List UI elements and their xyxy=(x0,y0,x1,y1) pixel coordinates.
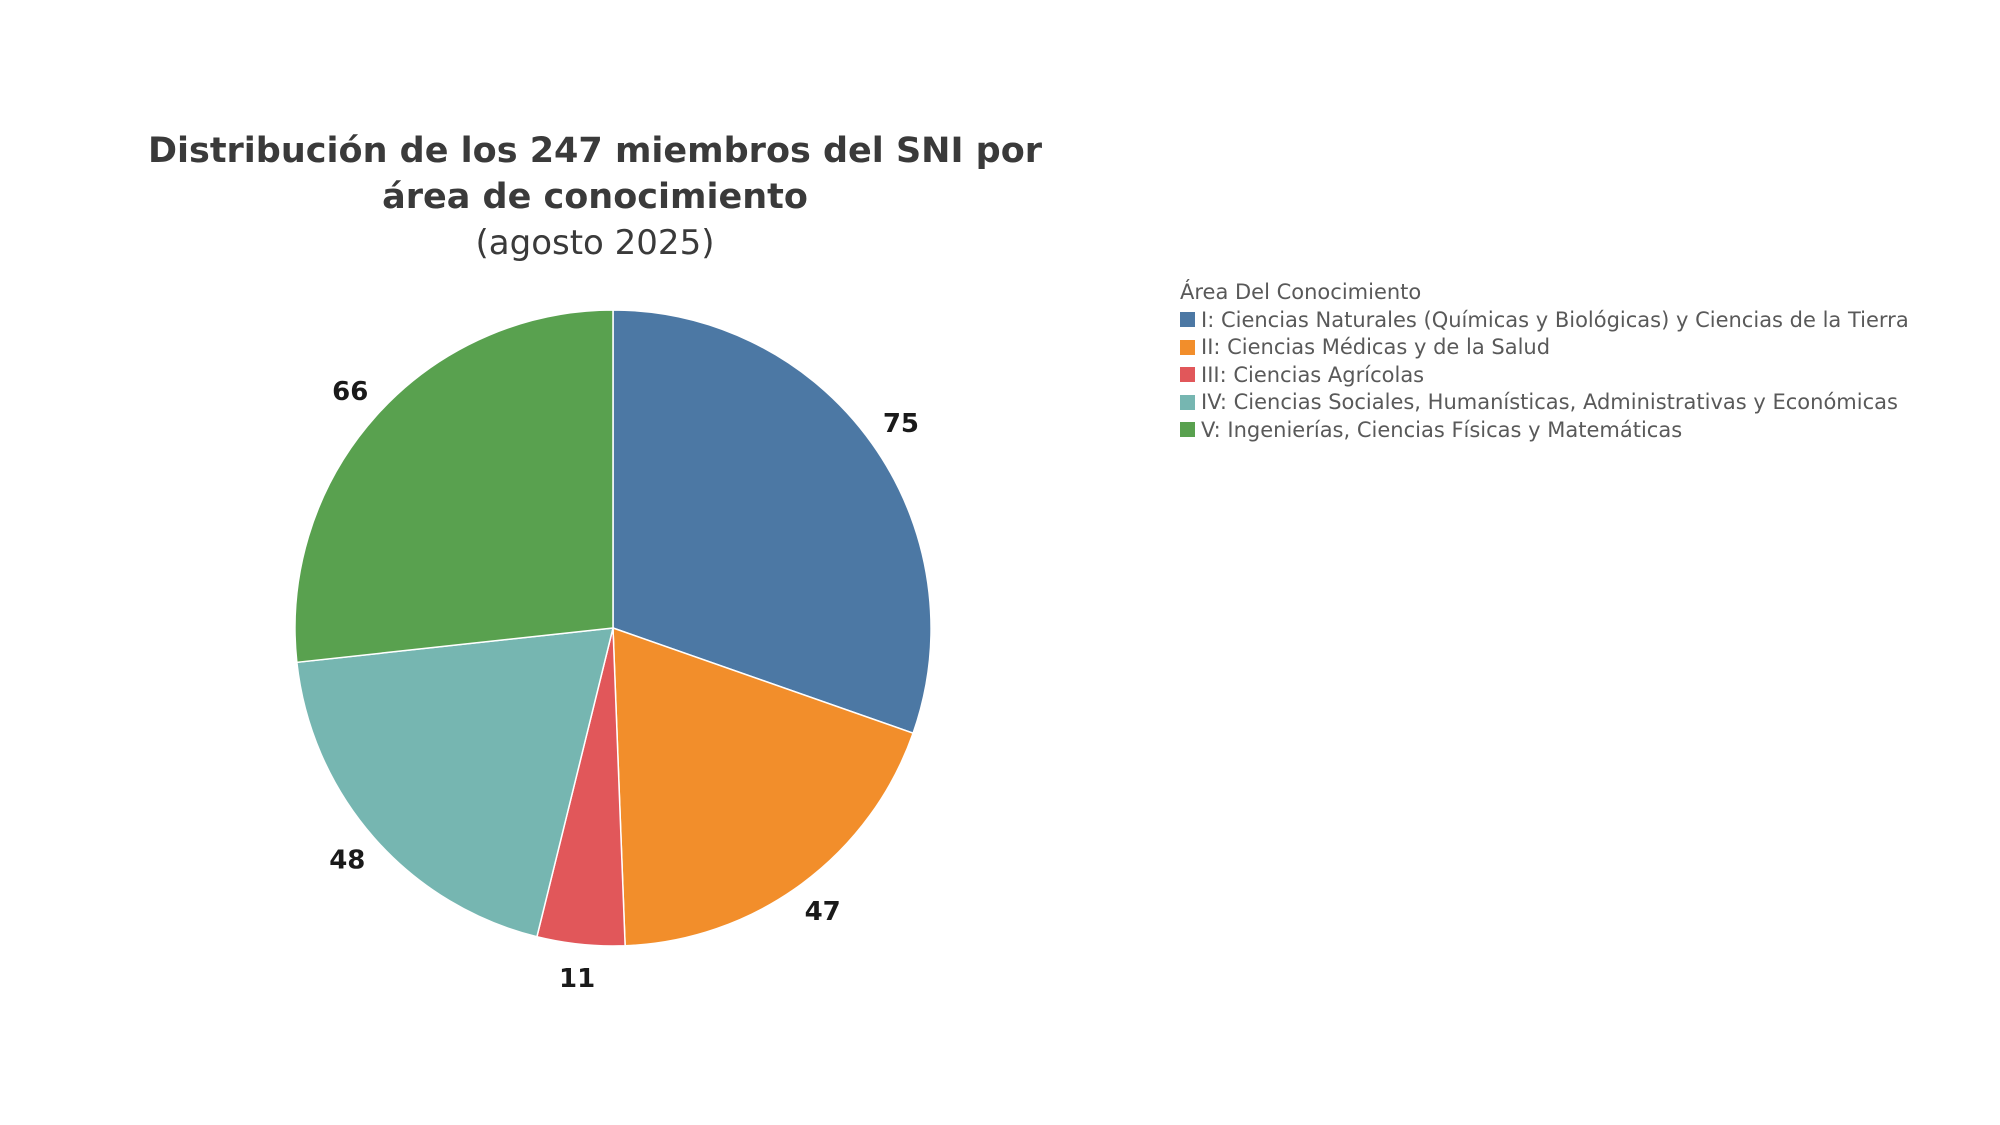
legend-item-5: V: Ingenierías, Ciencias Físicas y Matem… xyxy=(1180,416,1909,444)
chart-title: Distribución de los 247 miembros del SNI… xyxy=(147,131,1043,217)
legend-title: Área Del Conocimiento xyxy=(1180,280,1422,304)
pie-slice-5 xyxy=(294,309,614,664)
legend-label: V: Ingenierías, Ciencias Físicas y Matem… xyxy=(1201,417,1683,442)
pie-slice-4 xyxy=(296,627,614,938)
legend-swatch xyxy=(1180,367,1195,383)
legend-label: II: Ciencias Médicas y de la Salud xyxy=(1201,335,1551,360)
chart-title-block: Distribución de los 247 miembros del SNI… xyxy=(100,128,1090,266)
legend-item-3: III: Ciencias Agrícolas xyxy=(1180,361,1909,389)
pie-slice-1 xyxy=(612,309,932,735)
legend-swatch xyxy=(1180,312,1195,328)
slice-value-label-1: 75 xyxy=(883,409,919,439)
legend-label: I: Ciencias Naturales (Químicas y Biológ… xyxy=(1201,307,1909,332)
pie-slice-2 xyxy=(612,626,915,947)
chart-subtitle: (agosto 2025) xyxy=(475,223,715,263)
legend: Área Del Conocimiento I: Ciencias Natura… xyxy=(1180,278,1909,444)
legend-label: III: Ciencias Agrícolas xyxy=(1201,362,1425,387)
legend-item-4: IV: Ciencias Sociales, Humanísticas, Adm… xyxy=(1180,389,1909,417)
legend-swatch xyxy=(1180,394,1195,410)
slice-value-label-2: 47 xyxy=(805,897,841,927)
legend-item-1: I: Ciencias Naturales (Químicas y Biológ… xyxy=(1180,306,1909,334)
slice-value-label-5: 66 xyxy=(332,377,368,407)
legend-swatch xyxy=(1180,422,1195,438)
legend-label: IV: Ciencias Sociales, Humanísticas, Adm… xyxy=(1201,390,1898,415)
legend-swatch xyxy=(1180,339,1195,355)
legend-item-2: II: Ciencias Médicas y de la Salud xyxy=(1180,334,1909,362)
slice-value-label-4: 48 xyxy=(329,845,365,875)
slice-value-label-3: 11 xyxy=(559,964,595,994)
